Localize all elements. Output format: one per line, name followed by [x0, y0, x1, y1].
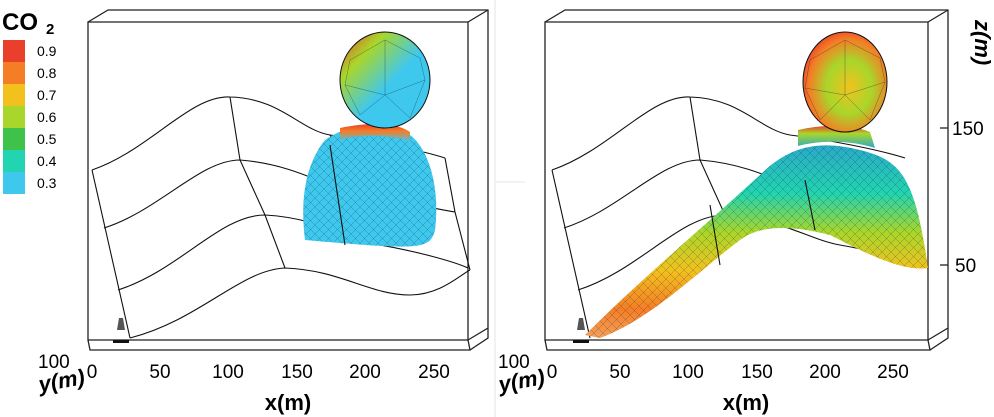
right-co2-bubble — [802, 31, 888, 133]
right-bounding-box — [544, 9, 949, 351]
right-co2-plume — [585, 125, 928, 338]
legend-title: CO — [2, 9, 38, 36]
legend-swatch-0.6 — [3, 106, 25, 128]
right-x-tick-150: 150 — [741, 362, 773, 383]
right-y-tick-100: 100 — [498, 352, 530, 373]
legend-swatch-0.3 — [3, 172, 25, 194]
left-x-tick-50: 50 — [149, 362, 170, 383]
right-x-tick-250: 250 — [877, 362, 909, 383]
legend-label-0.8: 0.8 — [37, 65, 57, 81]
right-z-tick-150: 150 — [952, 119, 984, 140]
co2-legend: CO 2 0.9 0.8 0.7 0.6 0.5 0.4 0.3 — [2, 9, 57, 194]
legend-label-0.9: 0.9 — [37, 43, 57, 59]
left-x-axis-label: x(m) — [265, 390, 311, 415]
right-x-tick-50: 50 — [609, 362, 630, 383]
legend-swatch-0.9 — [3, 40, 25, 62]
right-x-axis-label: x(m) — [723, 390, 769, 415]
legend-title-subscript: 2 — [46, 21, 54, 38]
left-x-ticks: 0 50 100 150 200 250 — [87, 362, 450, 383]
legend-label-0.6: 0.6 — [37, 109, 57, 125]
left-x-tick-200: 200 — [349, 362, 381, 383]
left-injection-well-icon — [113, 318, 129, 343]
right-x-tick-200: 200 — [809, 362, 841, 383]
legend-swatches — [3, 40, 25, 194]
left-y-tick-100: 100 — [38, 352, 70, 373]
right-injection-well-icon — [573, 318, 589, 343]
left-co2-bubble — [339, 31, 431, 129]
left-x-tick-0: 0 — [87, 362, 98, 383]
right-x-ticks: 0 50 100 150 200 250 — [547, 362, 909, 383]
left-bounding-box — [87, 9, 489, 351]
right-panel: 0 50 100 150 200 250 x(m) 100 y(m) 150 5… — [496, 9, 994, 415]
right-z-tick-50: 50 — [955, 256, 976, 277]
left-x-tick-250: 250 — [418, 362, 450, 383]
legend-swatch-0.5 — [3, 128, 25, 150]
legend-swatch-0.4 — [3, 150, 25, 172]
left-panel: 0 50 100 150 200 250 x(m) 100 y(m) CO 2 … — [2, 9, 489, 415]
left-co2-plume — [303, 123, 437, 247]
legend-label-0.5: 0.5 — [37, 131, 57, 147]
right-z-axis-label: z(m) — [970, 19, 994, 65]
legend-label-0.3: 0.3 — [37, 175, 57, 191]
right-x-tick-100: 100 — [672, 362, 704, 383]
legend-swatch-0.8 — [3, 62, 25, 84]
legend-labels: 0.9 0.8 0.7 0.6 0.5 0.4 0.3 — [37, 43, 57, 191]
left-x-tick-100: 100 — [212, 362, 244, 383]
legend-swatch-0.7 — [3, 84, 25, 106]
left-x-tick-150: 150 — [281, 362, 313, 383]
legend-label-0.4: 0.4 — [37, 153, 57, 169]
right-x-tick-0: 0 — [547, 362, 558, 383]
legend-label-0.7: 0.7 — [37, 87, 57, 103]
